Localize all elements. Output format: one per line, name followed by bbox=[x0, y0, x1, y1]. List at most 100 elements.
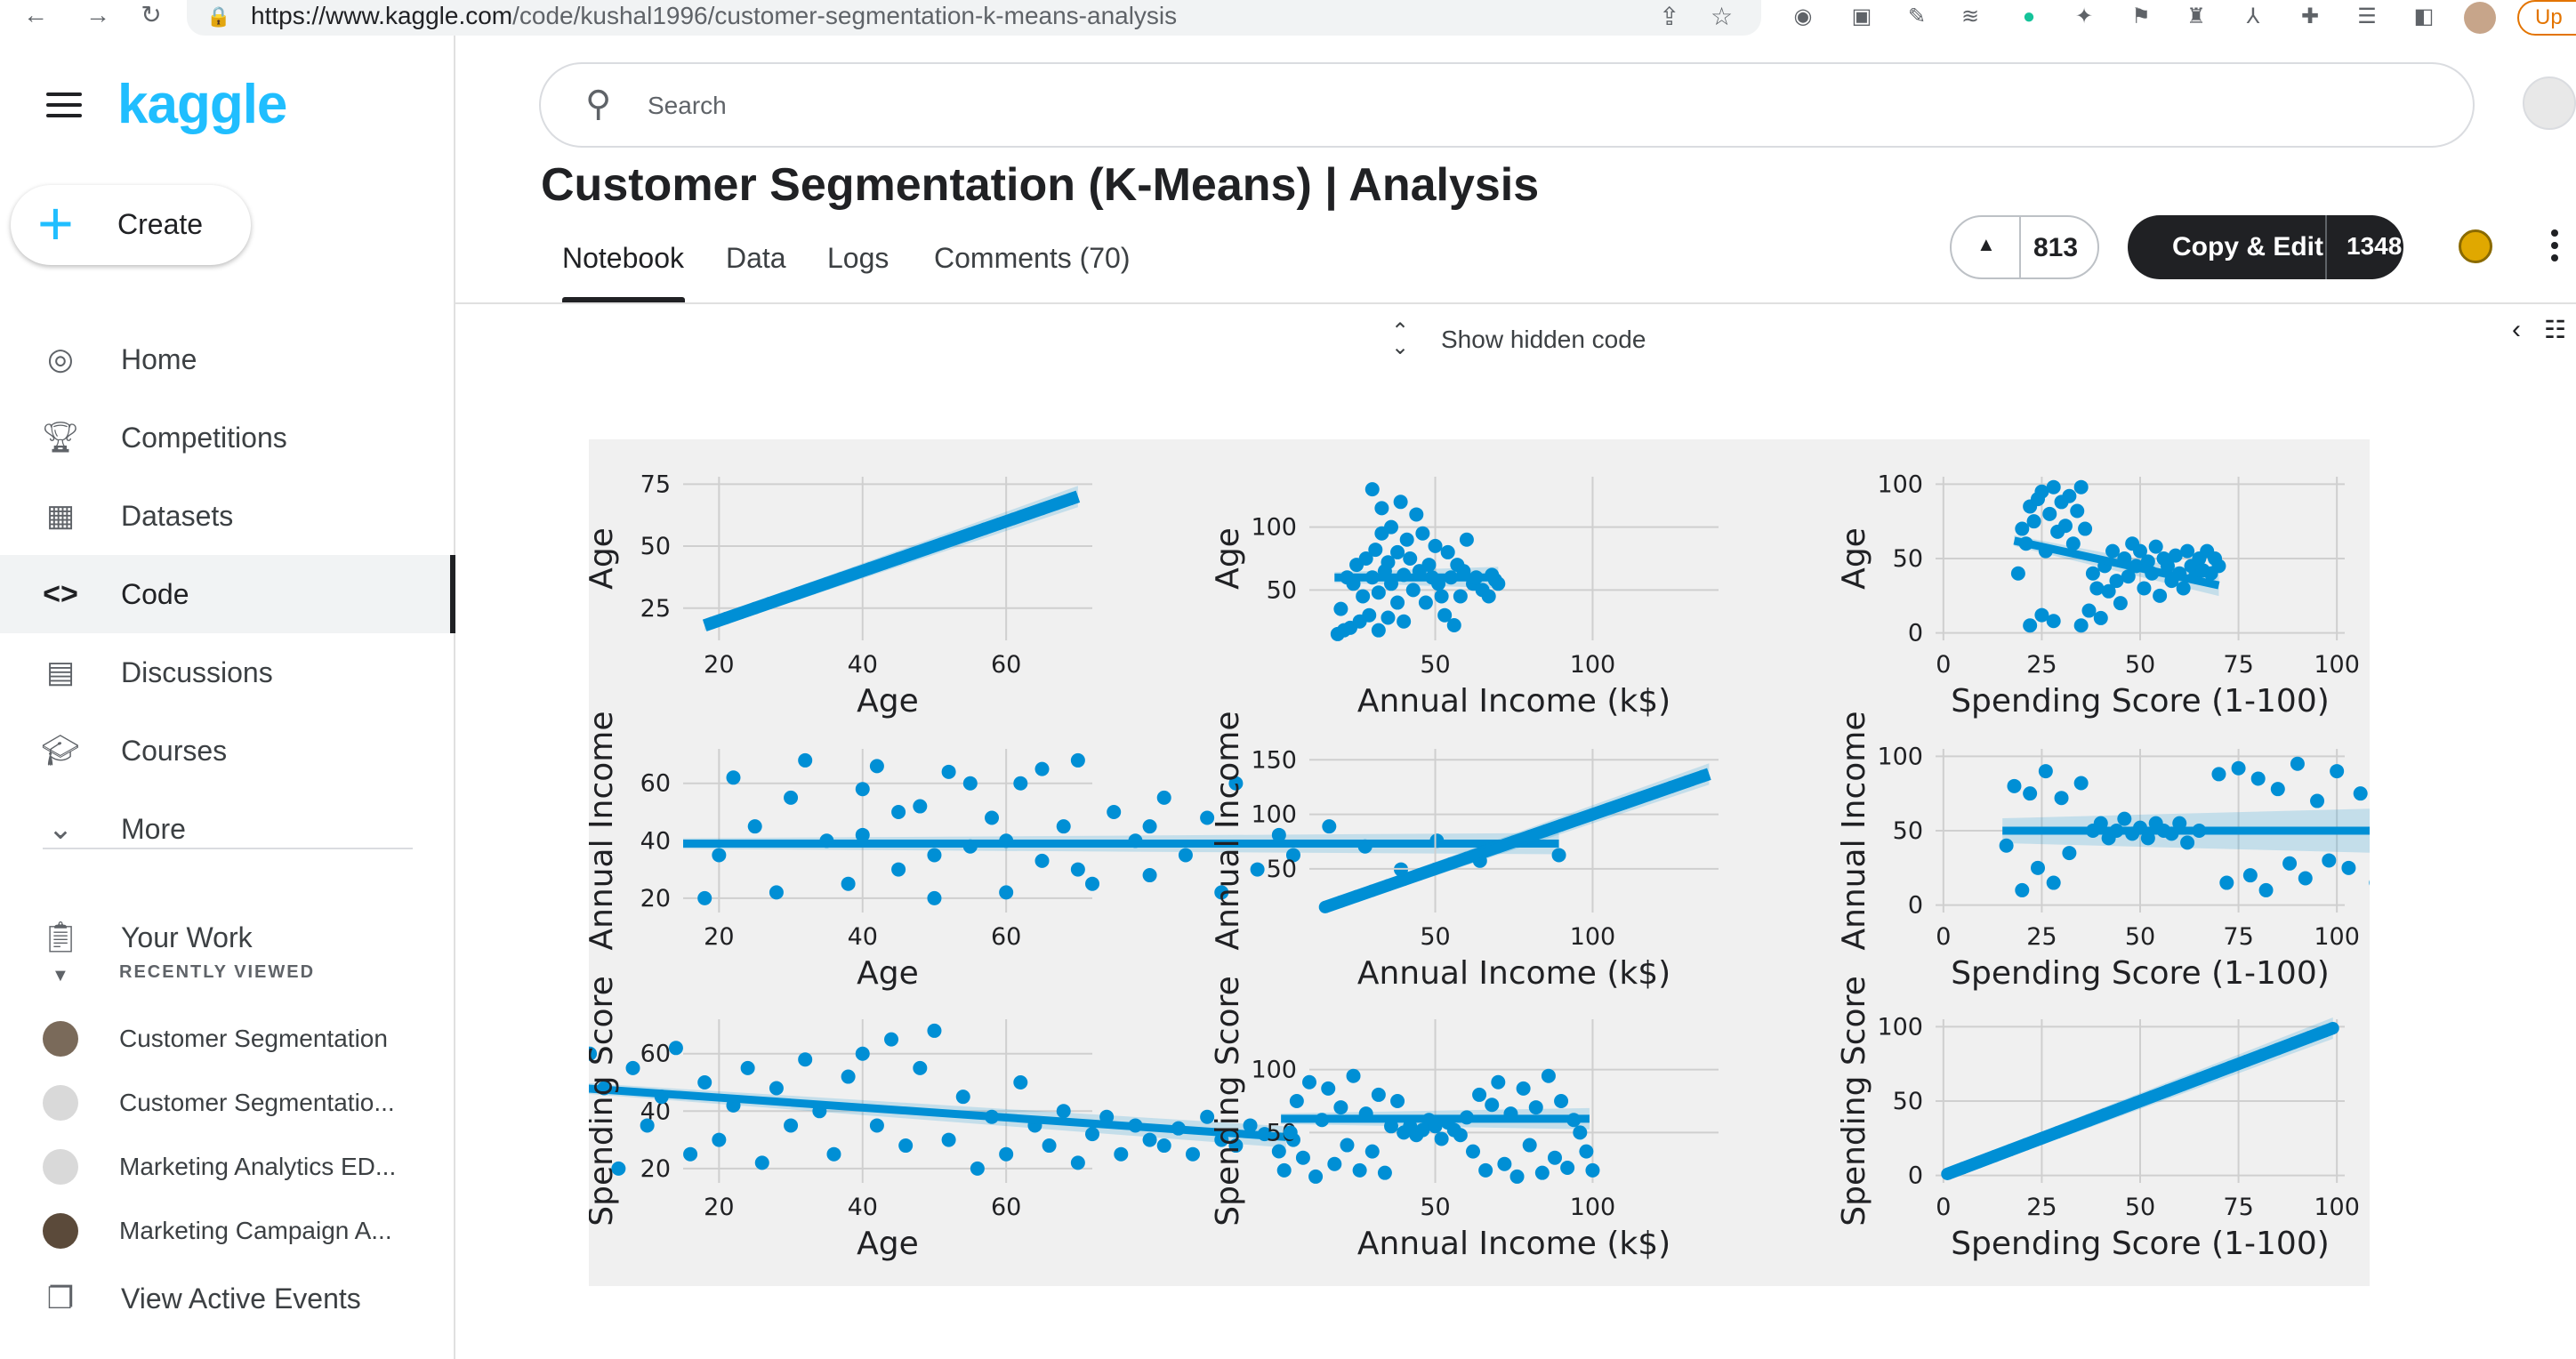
sidebar-item-view-active-events[interactable]: ❐ View Active Events bbox=[0, 1259, 455, 1338]
panel-2-0-data-point bbox=[1042, 1138, 1057, 1154]
panel-0-1-data-point bbox=[1428, 538, 1443, 553]
panel-2-1-data-point bbox=[1466, 1144, 1480, 1159]
sidebar-item-courses[interactable]: 🎓︎ Courses bbox=[0, 712, 455, 790]
tab-logs[interactable]: Logs bbox=[827, 242, 890, 274]
copy-edit-label: Copy & Edit bbox=[2172, 232, 2323, 261]
panel-2-0-data-point bbox=[740, 1060, 755, 1075]
sidebar-item-your-work[interactable]: 📋︎ Your Work bbox=[0, 898, 455, 977]
browser-profile-avatar[interactable] bbox=[2464, 2, 2496, 34]
table-of-contents-icon[interactable]: ☷ bbox=[2544, 316, 2567, 343]
reading-list-icon[interactable]: ☰ bbox=[2357, 4, 2377, 28]
panel-1-2-data-point bbox=[2298, 871, 2313, 886]
panel-2-2-xlabel: Spending Score (1-100) bbox=[1951, 1226, 2330, 1262]
recent-item[interactable]: Customer Segmentation bbox=[0, 1010, 455, 1064]
panel-0-0-ytick-label: 50 bbox=[640, 533, 671, 560]
recent-item[interactable]: Customer Segmentatio... bbox=[0, 1074, 455, 1128]
sidebar-item-more[interactable]: ⌄ More bbox=[0, 790, 455, 868]
panel-1-0-data-point bbox=[697, 890, 712, 905]
tab-comments[interactable]: Comments (70) bbox=[934, 242, 1131, 274]
menu-hamburger-icon[interactable] bbox=[46, 92, 82, 119]
bookmark-star-icon[interactable]: ☆ bbox=[1711, 3, 1734, 30]
avatar bbox=[43, 1021, 78, 1057]
extension-icon-1[interactable]: ◉ bbox=[1793, 4, 1813, 28]
side-panel-icon[interactable]: ◧ bbox=[2413, 4, 2435, 28]
panel-2-1-data-point bbox=[1289, 1094, 1304, 1108]
search-bar[interactable]: ⚲ bbox=[539, 62, 2475, 148]
panel-2-1-data-point bbox=[1485, 1098, 1500, 1113]
recent-item[interactable]: Marketing Campaign A... bbox=[0, 1202, 455, 1256]
copy-edit-button[interactable]: Copy & Edit 1348 bbox=[2128, 215, 2403, 279]
panel-2-2-xtick-label: 75 bbox=[2223, 1194, 2253, 1221]
panel-0-2-ylabel: Age bbox=[1836, 527, 1872, 590]
extension-icon-3[interactable]: ✎ bbox=[1907, 4, 1927, 28]
panel-2-0-data-point bbox=[913, 1060, 928, 1075]
panel-0-2-data-point bbox=[2093, 610, 2108, 625]
sidebar-item-discussions[interactable]: ▤ Discussions bbox=[0, 633, 455, 712]
extension-icon-4[interactable]: ≋ bbox=[1960, 4, 1980, 28]
panel-0-1-data-point bbox=[1440, 544, 1455, 559]
puzzle-icon[interactable]: ✚ bbox=[2300, 4, 2320, 28]
panel-0-1-data-point bbox=[1393, 495, 1408, 510]
panel-2-1-data-point bbox=[1585, 1162, 1600, 1178]
grammarly-icon[interactable]: ● bbox=[2022, 4, 2036, 28]
collapse-caret-icon[interactable]: ▼ bbox=[52, 966, 69, 985]
create-button[interactable]: + Create bbox=[11, 185, 251, 265]
search-input[interactable] bbox=[648, 84, 2338, 128]
chevron-left-icon[interactable]: ‹ bbox=[2512, 315, 2521, 344]
panel-0-1-data-point bbox=[1352, 614, 1367, 629]
user-avatar[interactable] bbox=[2523, 76, 2576, 130]
lock-icon: 🔒 bbox=[206, 5, 231, 28]
address-bar[interactable]: 🔒 https://www.kaggle.com/code/kushal1996… bbox=[187, 0, 1761, 36]
extension-icon-2[interactable]: ▣ bbox=[1851, 4, 1872, 28]
tab-data[interactable]: Data bbox=[726, 242, 786, 274]
panel-1-1-ytick-label: 150 bbox=[1251, 746, 1297, 774]
panel-0-2-data-point bbox=[2057, 519, 2073, 534]
panel-0-2-data-point bbox=[2081, 603, 2097, 618]
update-button[interactable]: Up bbox=[2517, 0, 2576, 36]
sidebar-item-code[interactable]: <> Code bbox=[0, 555, 455, 633]
pairplot-figure: 20 40 60 25 50 75 Age Age 50 100 50 100 Annual Incom… bbox=[589, 439, 2370, 1286]
reload-icon[interactable]: ↻ bbox=[141, 1, 162, 28]
flag-icon[interactable]: ⚑ bbox=[2131, 4, 2151, 28]
panel-2-1-data-point bbox=[1321, 1081, 1336, 1096]
panel-0-2-data-point bbox=[2046, 614, 2061, 629]
panel-1-0-data-point bbox=[869, 759, 884, 774]
copy-separator bbox=[2325, 215, 2327, 279]
kaggle-logo[interactable]: kaggle bbox=[117, 74, 287, 135]
panel-1-0-data-point bbox=[1013, 776, 1028, 791]
extension-icon-6[interactable]: ♜ bbox=[2186, 4, 2206, 28]
share-icon[interactable]: ⇪ bbox=[1659, 3, 1680, 30]
panel-1-0-data-point bbox=[747, 819, 762, 834]
panel-2-1-data-point bbox=[1516, 1081, 1531, 1096]
panel-2-0-ytick-label: 60 bbox=[640, 1041, 671, 1068]
panel-0-2-ytick-label: 50 bbox=[1893, 545, 1923, 573]
sidebar-item-competitions[interactable]: 🏆︎ Competitions bbox=[0, 398, 455, 477]
panel-2-0-xtick-label: 20 bbox=[704, 1194, 734, 1221]
back-arrow-icon[interactable]: ← bbox=[23, 1, 48, 28]
panel-0-1-ylabel: Age bbox=[1210, 527, 1246, 590]
medal-icon bbox=[2459, 229, 2492, 263]
more-options-icon[interactable] bbox=[2551, 229, 2560, 265]
create-label: Create bbox=[117, 208, 204, 240]
extension-icon-7[interactable]: ⅄ bbox=[2246, 4, 2260, 28]
sidebar-item-home[interactable]: ◎ Home bbox=[0, 320, 455, 398]
recent-item[interactable]: Marketing Analytics ED... bbox=[0, 1138, 455, 1192]
panel-2-0-xtick-label: 60 bbox=[991, 1194, 1021, 1221]
school-icon: 🎓︎ bbox=[41, 734, 80, 768]
panel-2-0-data-point bbox=[999, 1146, 1014, 1162]
panel-0-1-data-point bbox=[1415, 526, 1430, 541]
panel-1-2-data-point bbox=[2023, 786, 2038, 801]
forward-arrow-icon[interactable]: → bbox=[85, 1, 110, 28]
panel-0-1-data-point bbox=[1358, 551, 1373, 566]
url-text[interactable]: https://www.kaggle.com/code/kushal1996/c… bbox=[251, 2, 1177, 30]
sidebar-item-datasets[interactable]: ▦ Datasets bbox=[0, 477, 455, 555]
url-host: https://www.kaggle.com bbox=[251, 2, 513, 29]
panel-2-2-regression-line bbox=[1945, 1024, 2335, 1178]
extension-icon-5[interactable]: ✦ bbox=[2074, 4, 2094, 28]
library-icon: ❐ bbox=[46, 1282, 75, 1315]
panel-0-2-data-point bbox=[2073, 618, 2089, 633]
tab-notebook[interactable]: Notebook bbox=[562, 242, 684, 274]
panel-0-1-data-point bbox=[1405, 583, 1421, 598]
upvote-button[interactable]: ▲ 813 bbox=[1950, 215, 2099, 279]
panel-1-2-data-point bbox=[2258, 882, 2274, 897]
